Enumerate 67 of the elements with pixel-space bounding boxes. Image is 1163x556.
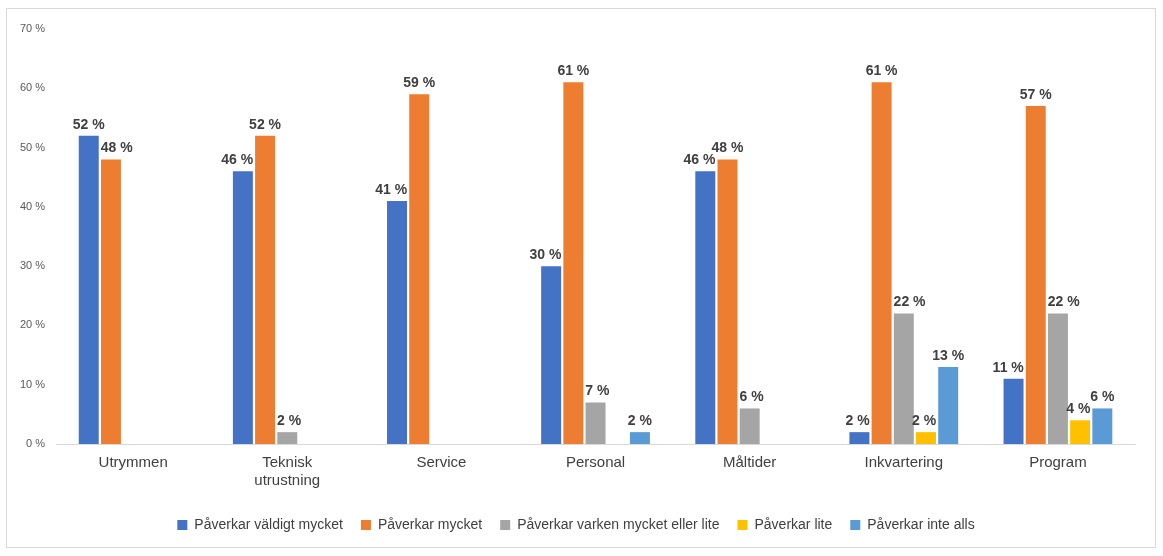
legend-label: Påverkar väldigt mycket [194, 515, 344, 532]
y-tick-label: 0 % [26, 437, 46, 450]
bar [541, 266, 562, 444]
bar [255, 135, 276, 444]
legend-label: Påverkar lite [754, 515, 833, 532]
data-label: 11 % [992, 358, 1025, 375]
bar [78, 135, 99, 444]
data-label: 52 % [249, 115, 282, 132]
bar [1047, 313, 1068, 444]
bar [409, 94, 430, 444]
bar [849, 432, 870, 444]
data-label: 52 % [72, 115, 106, 132]
bar [629, 432, 650, 444]
data-label: 22 % [1047, 293, 1081, 310]
data-label: 30 % [529, 246, 562, 262]
bar [1003, 378, 1024, 444]
x-tick-label: Måltider [722, 453, 777, 471]
data-label: 6 % [1090, 388, 1115, 405]
data-label: 59 % [403, 74, 436, 91]
data-label: 61 % [557, 62, 590, 79]
data-label: 2 % [912, 412, 937, 428]
data-label: 2 % [627, 412, 653, 428]
data-label: 6 % [739, 388, 765, 405]
bar [100, 159, 121, 444]
y-tick-label: 50 % [19, 140, 46, 153]
data-label: 2 % [845, 412, 871, 428]
bar [717, 159, 738, 444]
bar [277, 432, 298, 444]
bar [871, 82, 892, 444]
data-label: 57 % [1019, 85, 1053, 102]
bar [1025, 106, 1046, 444]
data-label: 13 % [932, 346, 965, 363]
data-label: 61 % [865, 62, 899, 79]
x-tick-label: Teknisk utrustning [254, 453, 321, 489]
y-tick-label: 70 % [19, 22, 46, 35]
data-label: 48 % [100, 139, 134, 156]
y-tick-label: 20 % [19, 318, 46, 331]
legend-label: Påverkar inte alls [867, 515, 975, 532]
x-tick-label: Service [416, 453, 467, 471]
x-tick-label: Program [1029, 453, 1087, 471]
x-tick-label: Utrymmen [98, 453, 168, 471]
bar [1070, 420, 1091, 444]
bar [585, 402, 606, 444]
y-tick-label: 30 % [19, 259, 46, 272]
data-label: 4 % [1066, 400, 1091, 417]
bar [916, 432, 936, 444]
bar [563, 82, 584, 444]
data-label: 46 % [683, 151, 717, 168]
y-tick-label: 60 % [19, 81, 46, 94]
data-label: 46 % [221, 151, 254, 168]
bar [1092, 408, 1113, 444]
bar [387, 200, 407, 444]
data-label: 41 % [375, 180, 408, 197]
data-label: 2 % [277, 412, 302, 428]
bar [938, 366, 959, 444]
legend-label: Påverkar varken mycket eller lite [517, 515, 720, 532]
bar [232, 171, 253, 444]
data-label: 22 % [893, 293, 927, 310]
x-tick-label: Inkvartering [864, 453, 943, 471]
y-tick-label: 10 % [19, 377, 46, 390]
y-tick-label: 40 % [19, 199, 46, 212]
bar [695, 171, 716, 444]
bar [893, 313, 914, 444]
x-tick-label: Personal [565, 453, 626, 471]
bar [739, 408, 760, 444]
legend-label: Påverkar mycket [377, 515, 483, 532]
data-label: 7 % [585, 382, 610, 399]
